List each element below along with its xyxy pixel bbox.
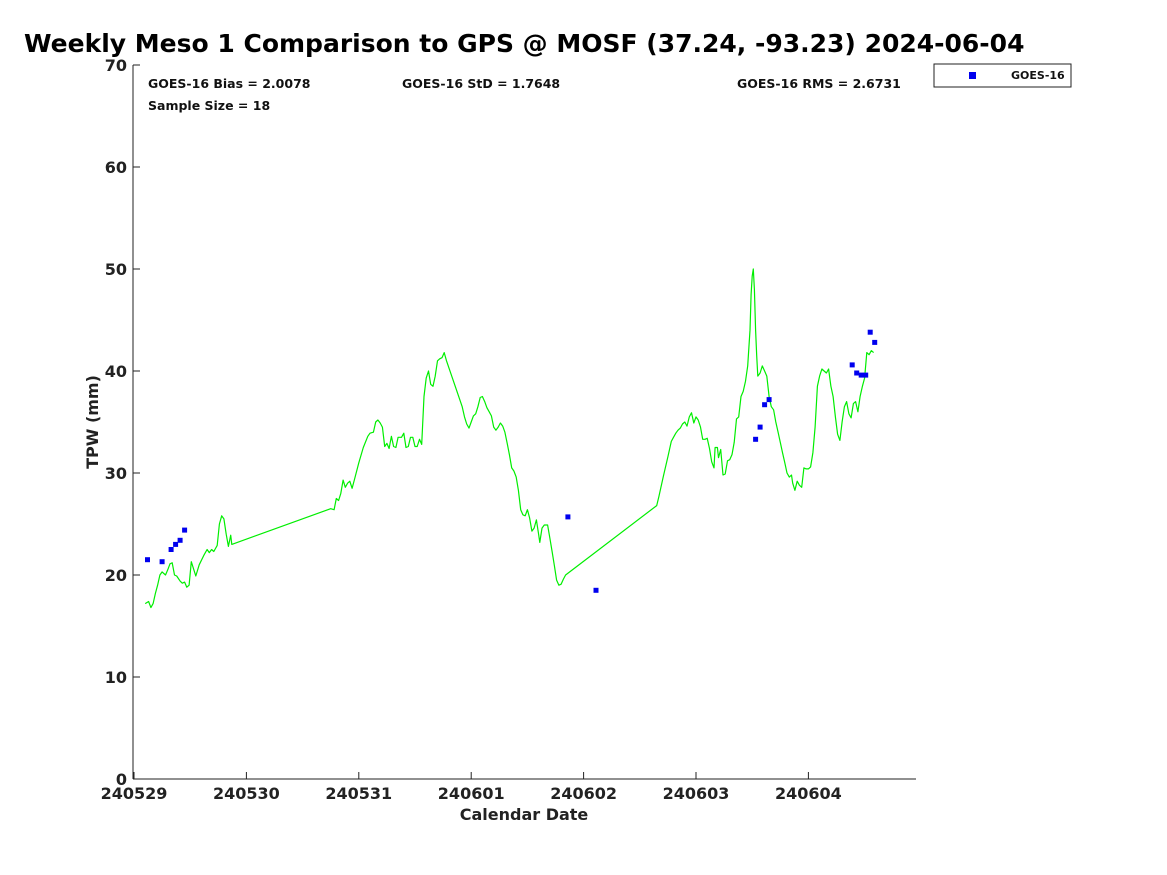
goes16-point [182,527,188,533]
bias-stat: GOES-16 Bias = 2.0078 [148,76,310,91]
x-tick-label: 240602 [550,784,617,803]
y-axis-ticks: 0 10 20 30 40 50 60 70 [105,56,140,789]
goes16-point [145,557,150,563]
x-tick-label: 240530 [213,784,280,803]
y-tick-label: 30 [105,464,127,483]
legend: GOES-16 [933,63,1072,88]
goes16-point [753,436,759,442]
goes16-point [173,541,179,547]
goes16-point [762,402,768,408]
goes16-point [863,372,869,378]
goes16-point [867,329,873,335]
y-tick-label: 50 [105,260,127,279]
chart-title: Weekly Meso 1 Comparison to GPS @ MOSF (… [24,29,1024,58]
rms-stat: GOES-16 RMS = 2.6731 [737,76,901,91]
x-tick-label: 240531 [325,784,392,803]
goes16-point [849,362,855,368]
x-axis-ticks: 240529 240530 240531 240601 240602 240603 2406… [101,772,842,803]
goes16-point [766,397,772,403]
series-layer [144,268,878,609]
goes16-point [854,370,860,376]
x-axis-label: Calendar Date [460,805,589,824]
x-tick-label: 240601 [438,784,505,803]
goes16-point [168,547,174,552]
goes16-point [858,372,864,378]
y-tick-label: 20 [105,566,127,585]
y-tick-label: 60 [105,158,127,177]
goes16-point [872,339,878,345]
sample-size-stat: Sample Size = 18 [148,98,270,113]
y-tick-label: 70 [105,56,127,75]
y-tick-label: 10 [105,668,127,687]
goes16-point [159,559,165,565]
gps-tpw-line [144,268,874,609]
std-stat: GOES-16 StD = 1.7648 [402,76,560,91]
goes16-point [757,424,763,430]
y-tick-label: 0 [116,770,127,789]
goes16-point [177,537,183,543]
goes16-point [593,587,599,593]
y-tick-label: 40 [105,362,127,381]
x-tick-label: 240603 [663,784,730,803]
legend-marker-goes16 [969,72,976,79]
legend-label-goes16: GOES-16 [1011,69,1065,82]
legend-box [933,63,1072,88]
plot-area: 0 10 20 30 40 50 60 70 240529 240530 240531 240601… [101,56,916,803]
y-axis-label: TPW (mm) [83,375,102,469]
goes16-point [565,514,571,520]
x-tick-label: 240604 [775,784,842,803]
x-tick-label: 240529 [101,784,168,803]
